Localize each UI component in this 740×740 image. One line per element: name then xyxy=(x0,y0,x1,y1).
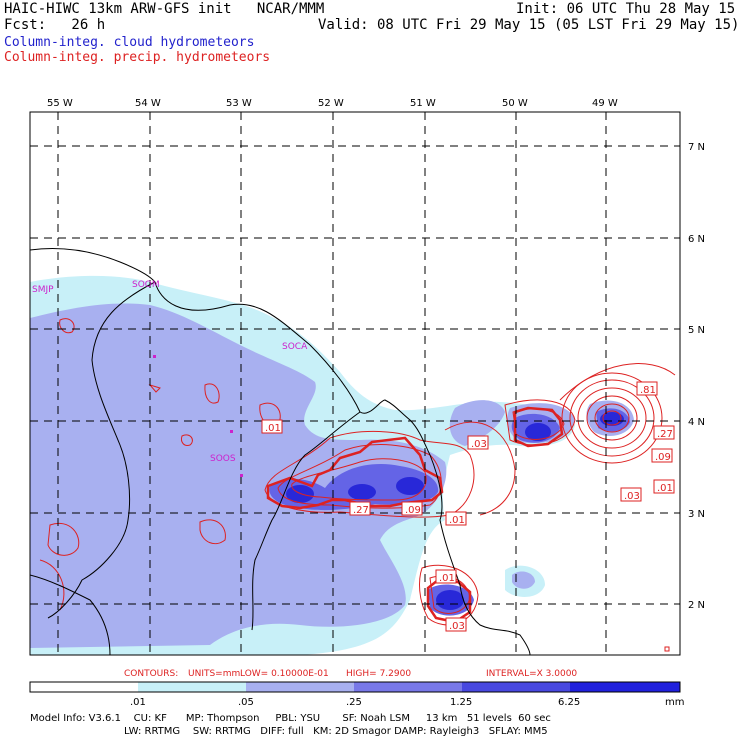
colorbar-label: 1.25 xyxy=(450,697,472,708)
cloud-shade-mid xyxy=(512,571,535,589)
contour-label: .27 xyxy=(353,505,369,516)
colorbar-label: .05 xyxy=(238,697,254,708)
forecast-hour: Fcst: 26 h xyxy=(4,17,106,33)
corner-marker xyxy=(664,646,670,652)
lon-label: 51 W xyxy=(410,98,436,109)
precip-contours xyxy=(39,318,676,626)
cloud-core xyxy=(600,412,624,426)
contour-info-title: CONTOURS: xyxy=(124,669,178,679)
station-label: SMJP xyxy=(32,285,54,295)
colorbar-label: .25 xyxy=(346,697,362,708)
cloud-shade-mid xyxy=(30,303,447,648)
contour-label: .03 xyxy=(624,491,640,502)
station-markers xyxy=(153,355,243,477)
contour-info-units: UNITS=mm xyxy=(188,669,240,679)
cloud-legend-label: Column-integ. cloud hydrometeors xyxy=(4,35,255,50)
lat-label: 5 N xyxy=(688,325,705,336)
contour-label: .01 xyxy=(265,423,281,434)
lon-label: 50 W xyxy=(502,98,528,109)
contour-label: .03 xyxy=(449,621,465,632)
cloud-shade-mid xyxy=(449,400,505,446)
init-time: Init: 06 UTC Thu 28 May 15 xyxy=(516,1,736,17)
station-label: SOCA xyxy=(282,342,308,352)
map-frame xyxy=(29,111,681,656)
valid-time: Valid: 08 UTC Fri 29 May 15 (05 LST Fri … xyxy=(318,17,740,33)
colorbar-label: 6.25 xyxy=(558,697,580,708)
header-title: HAIC-HIWC 13km ARW-GFS init NCAR/MMM xyxy=(4,1,325,17)
contour-label: .01 xyxy=(657,483,673,494)
station-label: SOOM xyxy=(132,280,160,290)
cloud-core xyxy=(525,423,551,441)
contour-info-interval: INTERVAL=X 3.0000 xyxy=(486,669,577,679)
cloud-core xyxy=(396,477,424,495)
contour-label: .01 xyxy=(439,573,455,584)
lat-label: 2 N xyxy=(688,600,705,611)
contour-label: .09 xyxy=(405,505,421,516)
contour-info-low: LOW= 0.10000E-01 xyxy=(240,669,329,679)
contour-info-high: HIGH= 7.2900 xyxy=(346,669,411,679)
cloud-core xyxy=(436,590,464,610)
lon-label: 55 W xyxy=(47,98,73,109)
lon-label: 54 W xyxy=(135,98,161,109)
model-info-line2: LW: RRTMG SW: RRTMG DIFF: full KM: 2D Sm… xyxy=(124,726,548,737)
lat-label: 3 N xyxy=(688,509,705,520)
lat-label: 6 N xyxy=(688,234,705,245)
model-info-line1: Model Info: V3.6.1 CU: KF MP: Thompson P… xyxy=(30,713,551,724)
lat-label: 4 N xyxy=(688,417,705,428)
contour-label: .09 xyxy=(655,452,671,463)
contour-label: .81 xyxy=(640,385,656,396)
colorbar xyxy=(29,681,681,693)
lat-label: 7 N xyxy=(688,142,705,153)
contour-label: .03 xyxy=(471,439,487,450)
colorbar-unit: mm xyxy=(665,697,684,708)
lon-label: 49 W xyxy=(592,98,618,109)
lon-label: 53 W xyxy=(226,98,252,109)
colorbar-label: .01 xyxy=(130,697,146,708)
precip-legend-label: Column-integ. precip. hydrometeors xyxy=(4,50,271,65)
lon-label: 52 W xyxy=(318,98,344,109)
map-ticks xyxy=(57,112,680,605)
cloud-core xyxy=(348,484,376,500)
coastline xyxy=(30,248,531,655)
station-label: SOOS xyxy=(210,454,236,464)
contour-label: .01 xyxy=(449,515,465,526)
contour-label: .27 xyxy=(657,429,673,440)
